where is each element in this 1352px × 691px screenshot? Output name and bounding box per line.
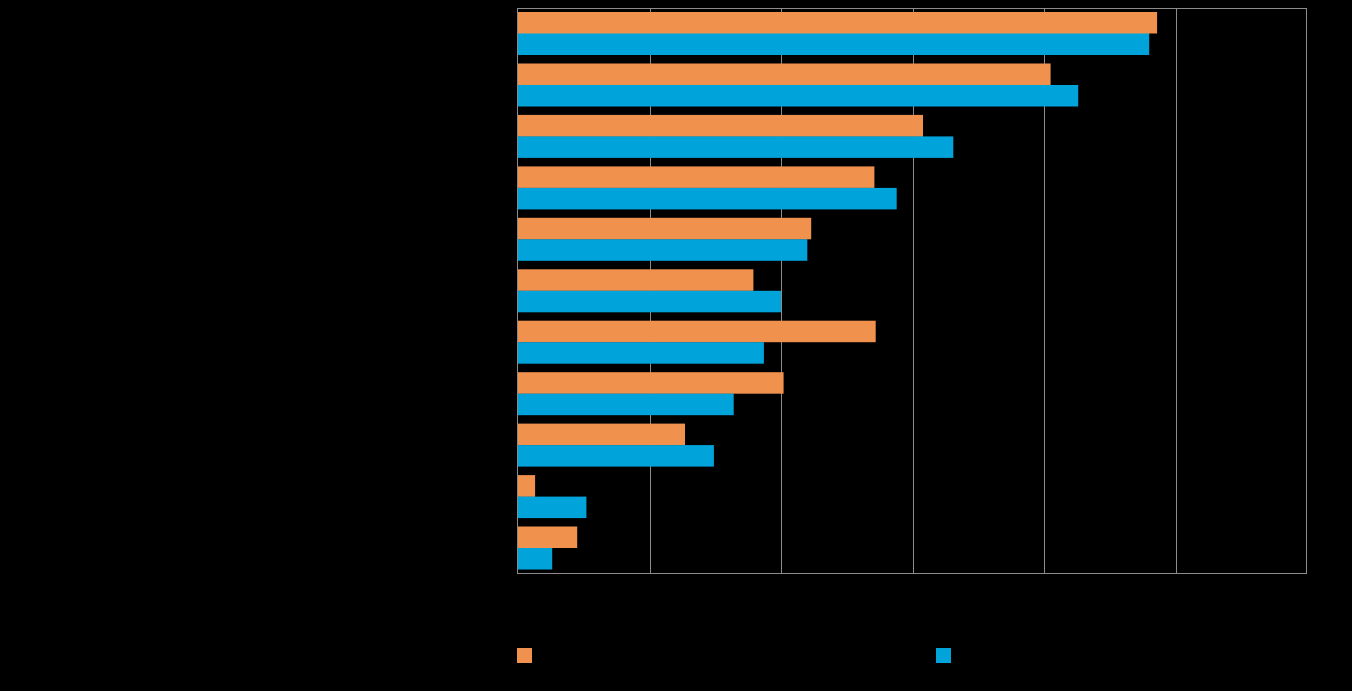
bar-series-2 xyxy=(518,548,553,570)
bar-series-2 xyxy=(518,290,781,313)
bar-series-2 xyxy=(518,85,1079,107)
bar-series-2 xyxy=(518,342,764,364)
bar-series-2 xyxy=(518,136,954,158)
bar-series-1 xyxy=(518,114,923,137)
bar-series-2 xyxy=(518,445,714,467)
bar-series-1 xyxy=(518,12,1158,34)
bar-series-2 xyxy=(518,496,587,519)
bars xyxy=(518,12,1158,570)
bar-series-1 xyxy=(518,269,754,291)
legend xyxy=(517,648,951,663)
bar-series-1 xyxy=(518,475,536,497)
bar-series-1 xyxy=(518,320,876,343)
bar-series-1 xyxy=(518,526,578,548)
bar-series-1 xyxy=(518,372,784,394)
legend-swatch-series-2 xyxy=(936,648,951,663)
plot-border xyxy=(517,8,1307,574)
legend-swatch-series-1 xyxy=(517,648,532,663)
bar-series-1 xyxy=(518,423,685,446)
plot-frame xyxy=(517,8,1307,574)
bar-series-2 xyxy=(518,393,734,416)
bar-series-2 xyxy=(518,187,897,210)
bar-series-1 xyxy=(518,63,1051,85)
bar-series-1 xyxy=(518,217,812,240)
bar-series-2 xyxy=(518,239,808,261)
bar-series-2 xyxy=(518,33,1150,55)
bar-series-1 xyxy=(518,166,875,188)
